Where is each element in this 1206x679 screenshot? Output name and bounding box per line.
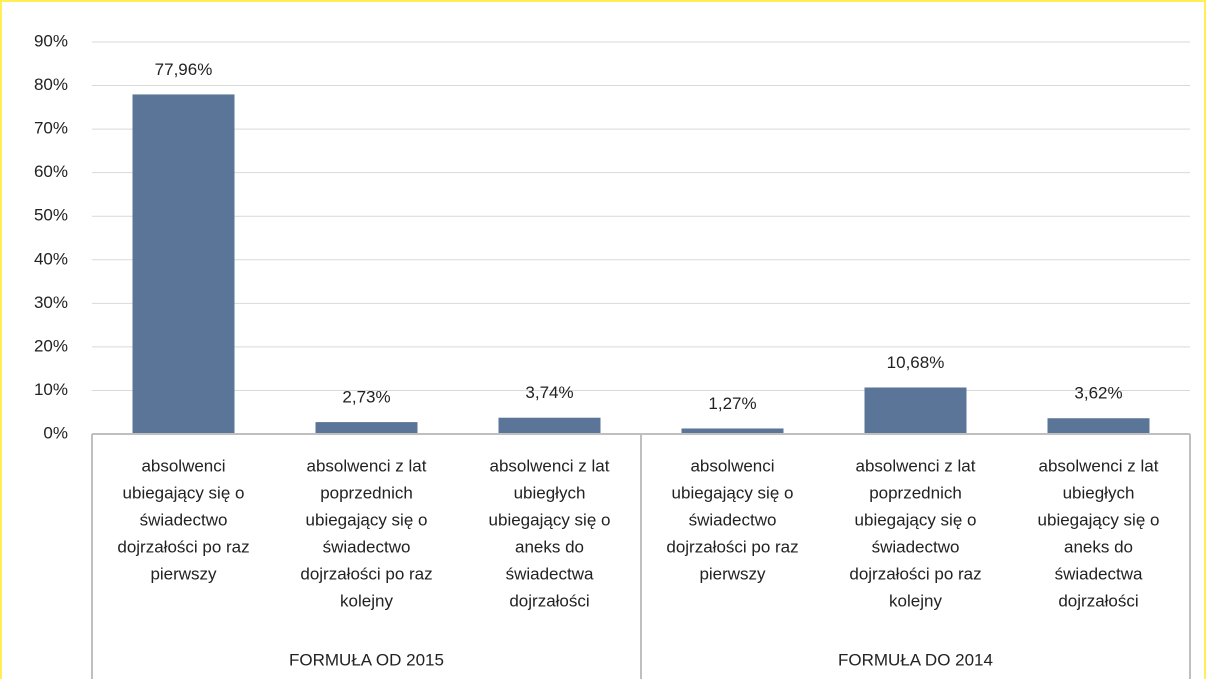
x-tick-label: absolwenci z lat xyxy=(489,456,609,475)
x-tick-label: ubiegłych xyxy=(514,483,586,502)
x-tick-label: świadectwa xyxy=(1055,564,1143,583)
x-tick-label: absolwenci z lat xyxy=(1038,456,1158,475)
bar xyxy=(1047,418,1150,434)
y-tick-label: 40% xyxy=(34,249,68,268)
bar xyxy=(864,387,967,434)
x-tick-label: ubiegający się o xyxy=(306,510,428,529)
x-tick-label: ubiegający się o xyxy=(489,510,611,529)
x-tick-label: ubiegający się o xyxy=(855,510,977,529)
x-tick-label: pierwszy xyxy=(699,564,766,583)
bar xyxy=(315,422,418,434)
x-tick-label: dojrzałości po raz xyxy=(300,564,432,583)
x-tick-label: pierwszy xyxy=(150,564,217,583)
x-tick-label: kolejny xyxy=(340,591,393,610)
group-label: FORMUŁA OD 2015 xyxy=(289,650,444,669)
x-tick-label: dojrzałości po raz xyxy=(666,537,798,556)
x-tick-label: ubiegający się o xyxy=(1038,510,1160,529)
x-tick-label: absolwenci z lat xyxy=(855,456,975,475)
x-tick-label: świadectwo xyxy=(323,537,411,556)
y-tick-label: 90% xyxy=(34,31,68,50)
x-tick-label: ubiegłych xyxy=(1063,483,1135,502)
x-tick-label: dojrzałości xyxy=(509,591,589,610)
x-tick-label: poprzednich xyxy=(869,483,962,502)
y-tick-label: 80% xyxy=(34,75,68,94)
y-tick-label: 30% xyxy=(34,293,68,312)
x-tick-label: absolwenci xyxy=(690,456,774,475)
x-tick-label: świadectwo xyxy=(689,510,777,529)
bar xyxy=(498,417,601,434)
x-tick-label: świadectwa xyxy=(506,564,594,583)
x-tick-label: kolejny xyxy=(889,591,942,610)
data-label: 2,73% xyxy=(342,388,390,407)
x-tick-label: świadectwo xyxy=(140,510,228,529)
x-tick-label: ubiegający się o xyxy=(672,483,794,502)
x-tick-label: świadectwo xyxy=(872,537,960,556)
y-tick-label: 60% xyxy=(34,162,68,181)
y-tick-label: 0% xyxy=(43,423,68,442)
y-tick-label: 20% xyxy=(34,336,68,355)
x-tick-label: absolwenci z lat xyxy=(306,456,426,475)
x-tick-label: dojrzałości po raz xyxy=(117,537,249,556)
bar xyxy=(681,428,784,434)
x-tick-label: aneks do xyxy=(1064,537,1133,556)
x-tick-label: dojrzałości xyxy=(1058,591,1138,610)
group-label: FORMUŁA DO 2014 xyxy=(838,650,993,669)
x-tick-label: aneks do xyxy=(515,537,584,556)
data-label: 1,27% xyxy=(708,394,756,413)
y-tick-label: 10% xyxy=(34,380,68,399)
data-label: 77,96% xyxy=(155,60,213,79)
data-label: 3,62% xyxy=(1074,384,1122,403)
x-tick-label: absolwenci xyxy=(141,456,225,475)
x-tick-label: poprzednich xyxy=(320,483,413,502)
data-label: 3,74% xyxy=(525,383,573,402)
y-tick-label: 70% xyxy=(34,119,68,138)
bar xyxy=(132,94,235,434)
y-tick-label: 50% xyxy=(34,206,68,225)
x-tick-label: ubiegający się o xyxy=(123,483,245,502)
data-label: 10,68% xyxy=(887,353,945,372)
x-tick-label: dojrzałości po raz xyxy=(849,564,981,583)
